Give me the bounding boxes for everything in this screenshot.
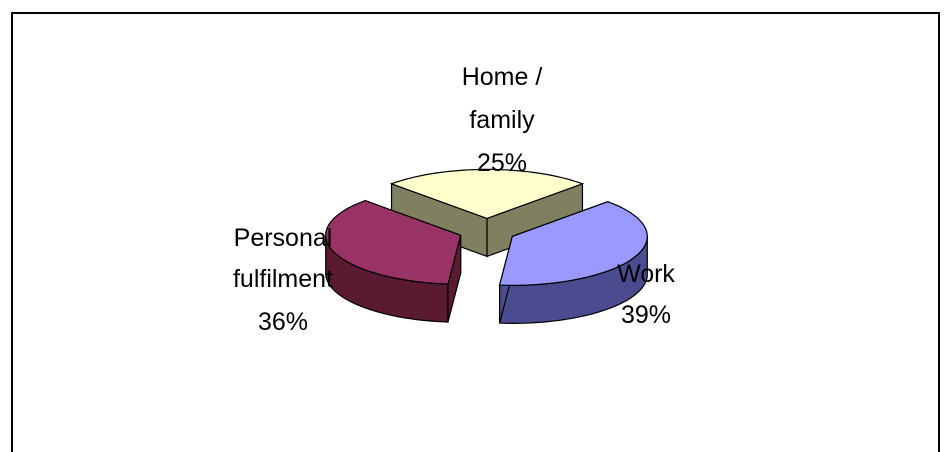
slice-value-work: 39% <box>621 301 671 329</box>
slice-label-work: Work <box>617 260 675 288</box>
slice-home-family <box>389 168 585 258</box>
slice-label-home-family-line1: Home / <box>462 63 543 91</box>
slice-top-home-family <box>389 168 585 220</box>
pie-slices <box>325 168 648 325</box>
slice-value-personal: 36% <box>258 308 308 336</box>
slice-top-work <box>498 201 648 286</box>
slice-work <box>498 200 648 325</box>
slice-value-home-family: 25% <box>477 149 527 177</box>
slice-personal-fulfilment <box>325 199 462 323</box>
slice-label-personal-line1: Personal <box>234 224 333 252</box>
slice-label-home-family-line2: family <box>469 106 535 134</box>
slice-label-personal-line2: fulfilment <box>233 265 333 293</box>
pie-labels: Home / family 25% Work 39% Personal fulf… <box>233 63 675 336</box>
slice-top-personal-fulfilment <box>325 199 462 285</box>
